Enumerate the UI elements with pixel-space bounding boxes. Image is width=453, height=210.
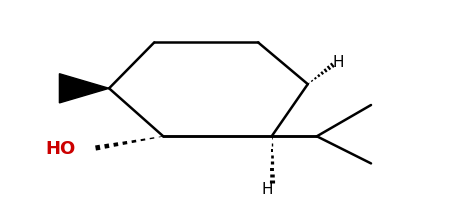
Text: HO: HO <box>46 140 76 158</box>
Text: H: H <box>333 55 344 70</box>
Text: H: H <box>261 182 273 197</box>
Polygon shape <box>59 74 109 103</box>
